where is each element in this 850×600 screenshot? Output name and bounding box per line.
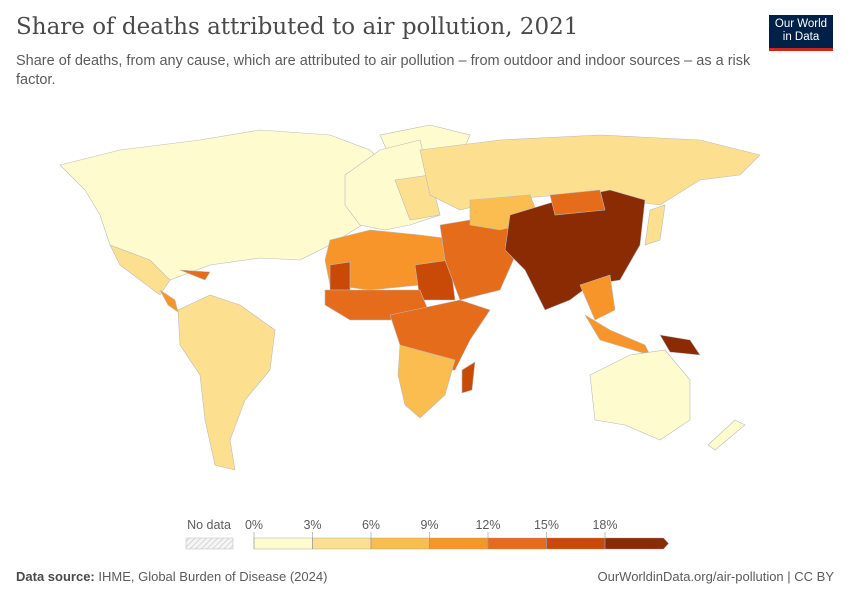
legend-bin-0[interactable] — [253, 537, 313, 550]
legend-bin-5[interactable] — [546, 537, 606, 550]
legend-no-data-label: No data — [187, 518, 231, 532]
logo-line-2: in Data — [782, 31, 820, 43]
data-source: Data source: IHME, Global Burden of Dise… — [16, 569, 327, 584]
legend-tick-label: 0% — [244, 518, 264, 532]
legend-tick-label: 15% — [533, 518, 560, 532]
legend-tick-label: 9% — [420, 518, 439, 532]
legend-bin-6[interactable] — [604, 537, 669, 550]
region-indochina[interactable] — [579, 274, 616, 321]
region-new-zealand[interactable] — [707, 419, 746, 451]
region-southern-africa[interactable] — [397, 344, 456, 419]
chart-title: Share of deaths attributed to air pollut… — [16, 14, 579, 40]
chart-subtitle: Share of deaths, from any cause, which a… — [16, 53, 751, 88]
region-caribbean[interactable] — [179, 269, 211, 281]
region-south-america[interactable] — [177, 294, 276, 471]
legend-no-data-swatch[interactable] — [185, 537, 234, 550]
region-australia[interactable] — [589, 349, 691, 441]
region-mongolia[interactable] — [549, 189, 606, 216]
source-label: Data source: — [16, 569, 95, 584]
region-japan[interactable] — [644, 204, 666, 246]
region-madagascar[interactable] — [461, 361, 476, 394]
legend-tick-label: 6% — [361, 518, 381, 532]
region-papua[interactable] — [659, 334, 701, 356]
legend-bar — [185, 532, 669, 550]
legend-tick-label: 12% — [475, 518, 501, 532]
region-indonesia[interactable] — [584, 314, 651, 356]
region-mexico[interactable] — [109, 244, 171, 296]
legend-bin-3[interactable] — [429, 537, 489, 550]
legend-bin-2[interactable] — [370, 537, 430, 550]
source-link[interactable]: OurWorldinData.org/air-pollution | CC BY — [597, 569, 834, 584]
legend-tick-label: 3% — [303, 518, 322, 532]
world-map[interactable] — [0, 100, 850, 500]
owid-logo[interactable]: Our World in Data — [769, 15, 833, 51]
region-central-america[interactable] — [159, 289, 179, 313]
region-russia[interactable] — [419, 134, 761, 211]
legend-tick-label: 18% — [592, 518, 618, 532]
logo-line-1: Our World — [774, 18, 828, 30]
legend-bin-4[interactable] — [487, 537, 547, 550]
legend-bin-1[interactable] — [312, 537, 372, 550]
source-text: IHME, Global Burden of Disease (2024) — [98, 569, 328, 584]
legend: No data 0% 3% 6% 9% 12% 15% 18% — [0, 512, 850, 552]
